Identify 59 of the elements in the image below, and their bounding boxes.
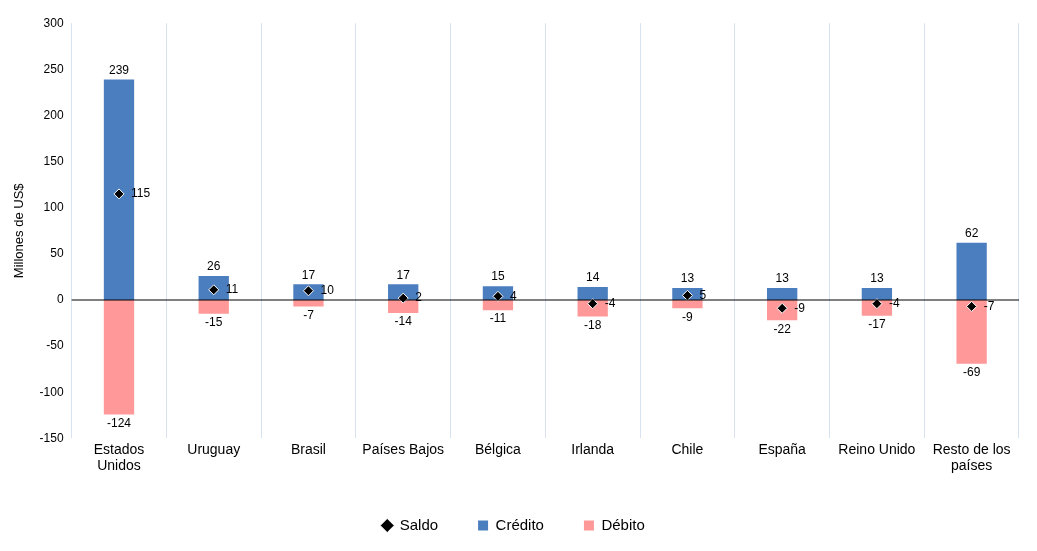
data-label: 26 <box>207 259 221 274</box>
x-tick-label: Reino Unido <box>838 440 916 457</box>
data-label: -9 <box>682 309 694 324</box>
x-tick-label: Irlanda <box>571 440 615 457</box>
x-tick-label: Resto de los países <box>932 440 1011 474</box>
data-label: 62 <box>964 226 979 241</box>
point <box>681 289 693 301</box>
bar <box>388 300 419 313</box>
legend-label: Crédito <box>495 515 544 533</box>
data-label: 13 <box>870 271 884 286</box>
x-tick-label: Estados Unidos <box>93 440 145 474</box>
y-tick-label: 150 <box>43 153 64 168</box>
bar <box>577 287 608 300</box>
data-label: -4 <box>888 296 900 310</box>
data-label: -22 <box>773 321 792 336</box>
data-label: 17 <box>396 267 411 282</box>
y-tick-label: 100 <box>43 200 64 215</box>
data-label: -14 <box>394 314 413 329</box>
data-label: 17 <box>301 267 316 282</box>
data-label: -18 <box>584 317 602 332</box>
data-label: 13 <box>680 271 695 286</box>
data-label: -9 <box>794 300 806 315</box>
data-label: 5 <box>699 287 707 302</box>
data-label: 13 <box>775 271 790 286</box>
data-label: -7 <box>983 298 995 313</box>
data-label: -11 <box>489 311 507 326</box>
data-label: 14 <box>586 270 600 285</box>
bar <box>767 288 798 300</box>
point <box>966 300 978 312</box>
y-tick-label: 0 <box>56 292 64 307</box>
bar <box>198 300 229 314</box>
x-tick-label: Uruguay <box>187 440 241 457</box>
data-label: -4 <box>604 296 616 310</box>
bar <box>861 288 893 300</box>
x-tick-label: Brasil <box>290 440 326 457</box>
data-label: 239 <box>108 62 130 77</box>
y-axis-title: Millones de US$ <box>11 182 27 279</box>
data-label: -7 <box>303 307 315 322</box>
x-tick-label: Chile <box>671 440 704 457</box>
x-tick-label: Bélgica <box>474 440 522 457</box>
data-label: -15 <box>205 315 223 330</box>
point <box>113 188 125 200</box>
data-label: -124 <box>106 415 132 430</box>
bar <box>956 242 987 300</box>
legend-label: Débito <box>601 515 645 533</box>
data-label: 15 <box>491 269 505 284</box>
y-tick-label: -100 <box>39 384 64 399</box>
y-tick-label: -150 <box>39 430 64 445</box>
y-tick-label: 50 <box>50 246 64 261</box>
y-tick-label: 200 <box>43 107 64 122</box>
x-tick-label: Países Bajos <box>362 440 445 457</box>
y-tick-label: -50 <box>46 338 64 353</box>
data-label: -17 <box>868 317 886 331</box>
y-tick-label: 250 <box>43 61 64 76</box>
bar <box>103 300 135 415</box>
data-label: -69 <box>962 364 981 379</box>
legend-label: Saldo <box>399 515 439 533</box>
x-tick-label: España <box>758 440 807 457</box>
y-tick-label: 300 <box>43 15 64 30</box>
